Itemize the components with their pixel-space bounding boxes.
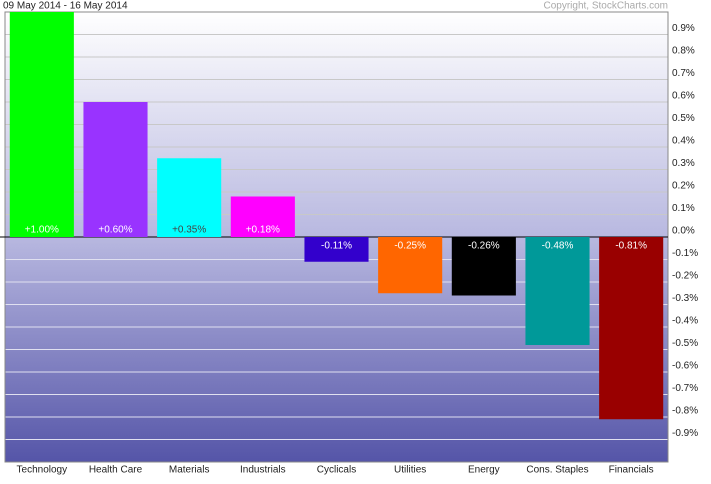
y-tick-label: 0.5% xyxy=(672,113,695,124)
y-tick-label: -0.8% xyxy=(672,406,698,417)
bar xyxy=(230,196,295,237)
value-label: -0.81% xyxy=(615,241,647,252)
x-tick-label: Cons. Staples xyxy=(526,465,588,476)
y-tick-label: -0.1% xyxy=(672,248,698,259)
y-tick-label: -0.6% xyxy=(672,361,698,372)
y-tick-label: 0.7% xyxy=(672,68,695,79)
value-label: -0.25% xyxy=(394,241,426,252)
x-tick-label: Technology xyxy=(17,465,68,476)
x-tick-label: Industrials xyxy=(240,465,286,476)
y-tick-label: 0.3% xyxy=(672,158,695,169)
y-tick-label: -0.4% xyxy=(672,316,698,327)
x-tick-label: Materials xyxy=(169,465,210,476)
x-tick-label: Utilities xyxy=(394,465,426,476)
source: Copyright, StockCharts.com xyxy=(544,1,669,12)
x-tick-label: Health Care xyxy=(89,465,143,476)
bar xyxy=(599,237,664,420)
y-tick-label: 0.4% xyxy=(672,136,695,147)
y-tick-label: 0.1% xyxy=(672,203,695,214)
bar xyxy=(83,102,148,237)
bar xyxy=(157,158,222,237)
y-tick-label: 0.8% xyxy=(672,46,695,57)
bar xyxy=(304,237,369,262)
chart-title: 09 May 2014 - 16 May 2014 xyxy=(3,1,128,12)
x-tick-label: Energy xyxy=(468,465,500,476)
value-label: +1.00% xyxy=(25,225,59,236)
bar xyxy=(378,237,443,294)
y-tick-label: -0.7% xyxy=(672,383,698,394)
bar xyxy=(451,237,516,296)
value-label: -0.26% xyxy=(468,241,500,252)
value-label: -0.48% xyxy=(542,241,574,252)
y-tick-label: -0.9% xyxy=(672,428,698,439)
y-tick-label: 0.2% xyxy=(672,181,695,192)
bar xyxy=(525,237,590,345)
y-tick-label: -0.2% xyxy=(672,271,698,282)
value-label: +0.18% xyxy=(246,225,280,236)
value-label: +0.35% xyxy=(172,225,206,236)
y-tick-label: -0.5% xyxy=(672,338,698,349)
value-label: -0.11% xyxy=(321,241,352,252)
y-tick-label: 0.0% xyxy=(672,226,695,237)
x-tick-label: Cyclicals xyxy=(317,465,356,476)
y-tick-label: 0.6% xyxy=(672,91,695,102)
bar xyxy=(9,12,74,237)
x-tick-label: Financials xyxy=(609,465,654,476)
value-label: +0.60% xyxy=(98,225,132,236)
y-tick-label: 0.9% xyxy=(672,23,695,34)
y-tick-label: -0.3% xyxy=(672,293,698,304)
